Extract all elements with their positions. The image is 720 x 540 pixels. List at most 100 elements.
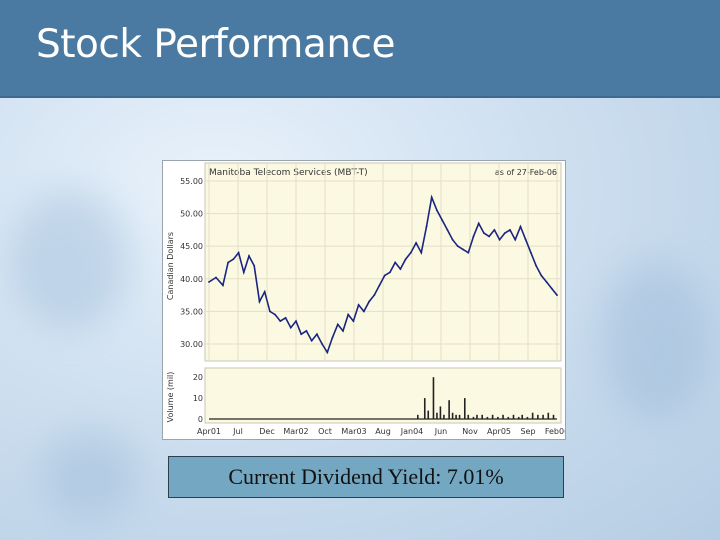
price-tick-label: 30.00	[180, 340, 203, 349]
price-tick-label: 50.00	[180, 210, 203, 219]
price-tick-label: 45.00	[180, 242, 203, 251]
price-point	[535, 264, 538, 267]
price-point	[540, 274, 543, 277]
price-point	[472, 235, 475, 238]
price-point	[399, 268, 402, 270]
price-point	[284, 316, 287, 319]
price-point	[279, 320, 282, 323]
background-shade	[10, 190, 130, 330]
volume-bar	[443, 414, 445, 419]
price-point	[409, 251, 412, 254]
price-point	[404, 258, 407, 261]
price-point	[357, 303, 360, 306]
price-point	[545, 281, 548, 283]
x-tick-label: Aug	[375, 427, 391, 436]
price-point	[430, 196, 433, 199]
price-point	[420, 251, 423, 254]
chart-title: Manitoba Telecom Services (MBT-T)	[209, 168, 368, 178]
price-point	[310, 339, 313, 342]
volume-bar	[537, 414, 539, 419]
price-point	[441, 219, 444, 222]
price-point	[215, 276, 217, 279]
price-point	[274, 313, 277, 316]
x-tick-label: Apr01	[197, 427, 221, 436]
slide-title: Stock Performance	[36, 22, 395, 67]
price-point	[493, 228, 496, 231]
price-point	[451, 238, 454, 241]
volume-tick-label: 20	[193, 373, 203, 382]
volume-bar	[451, 412, 454, 419]
volume-bar	[417, 414, 419, 419]
price-point	[269, 310, 271, 313]
price-point	[208, 281, 210, 283]
price-point	[321, 343, 323, 345]
volume-bar	[521, 414, 523, 419]
price-point	[248, 255, 250, 257]
volume-bar	[455, 414, 457, 419]
x-tick-label: Sep	[520, 427, 535, 436]
price-point	[227, 261, 230, 264]
volume-bar	[491, 414, 494, 419]
x-tick-label: Oct	[318, 427, 332, 436]
volume-bar	[497, 416, 499, 419]
volume-plot-area	[204, 367, 562, 424]
chart-subtitle: as of 27-Feb-06	[495, 168, 557, 177]
price-point	[436, 209, 438, 212]
price-point	[524, 238, 527, 241]
price-point	[331, 336, 334, 339]
volume-bar	[512, 414, 515, 419]
dividend-yield-box: Current Dividend Yield: 7.01%	[168, 456, 564, 498]
x-tick-label: Mar02	[283, 427, 308, 436]
price-point	[237, 251, 240, 254]
price-point	[488, 235, 491, 238]
volume-bars	[209, 377, 557, 420]
price-point	[373, 294, 376, 296]
volume-bar	[432, 377, 435, 419]
price-tick-label: 40.00	[180, 275, 203, 284]
x-tick-label: Apr05	[487, 427, 511, 436]
price-point	[477, 222, 480, 225]
price-point	[530, 251, 532, 254]
volume-bar	[517, 416, 520, 419]
price-point	[446, 228, 449, 231]
price-point	[300, 333, 303, 336]
x-tick-label: Nov	[462, 427, 478, 436]
background-shade	[40, 430, 140, 520]
x-tick-label: Mar03	[341, 427, 366, 436]
price-point	[389, 271, 391, 274]
price-point	[519, 225, 522, 228]
price-point	[336, 323, 339, 326]
price-point	[242, 271, 245, 274]
price-point	[509, 228, 511, 231]
price-point	[342, 330, 344, 332]
price-tick-label: 55.00	[180, 177, 203, 186]
volume-bar	[423, 398, 426, 419]
volume-bar	[502, 414, 504, 419]
volume-bar	[467, 414, 470, 419]
volume-bar	[448, 400, 450, 419]
volume-bar	[526, 416, 529, 419]
price-point	[503, 232, 506, 235]
price-point	[415, 242, 417, 244]
price-point	[462, 248, 464, 251]
price-point	[352, 320, 355, 323]
price-point	[514, 238, 517, 241]
price-point	[550, 287, 553, 290]
price-points	[208, 196, 558, 354]
price-point	[383, 274, 386, 277]
price-point	[456, 245, 459, 248]
price-point	[295, 320, 297, 323]
volume-bar	[531, 412, 534, 419]
x-tick-label: Feb06	[545, 427, 565, 436]
price-point	[258, 300, 261, 303]
price-point	[467, 251, 470, 254]
y-axis-label: Canadian Dollars	[166, 232, 175, 300]
stock-chart: Manitoba Telecom Services (MBT-T) as of …	[162, 160, 566, 440]
volume-bar	[481, 414, 483, 419]
price-point	[289, 326, 292, 329]
volume-tick-label: 0	[198, 415, 203, 424]
price-point	[315, 333, 318, 336]
x-tick-label: Dec	[259, 427, 274, 436]
price-point	[556, 294, 558, 296]
volume-bar	[463, 398, 466, 419]
